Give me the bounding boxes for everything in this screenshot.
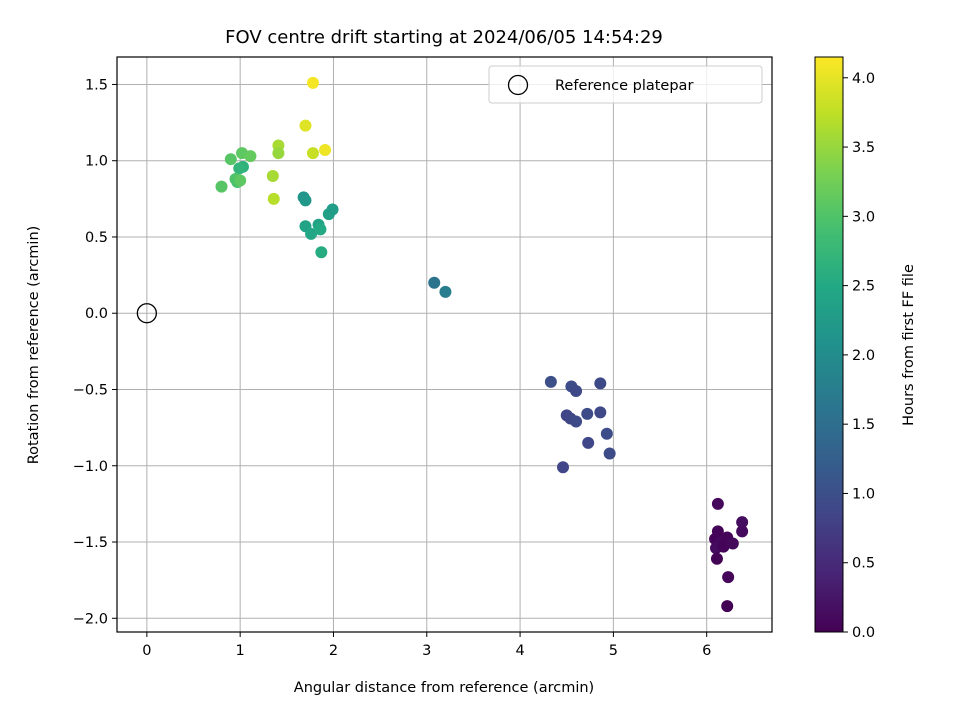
- data-point: [319, 144, 332, 157]
- data-point: [267, 192, 280, 205]
- data-point: [305, 227, 318, 240]
- data-point: [326, 203, 339, 216]
- data-points: [215, 76, 749, 613]
- data-point: [306, 76, 319, 89]
- data-point: [721, 600, 734, 613]
- x-tick-label: 2: [329, 643, 338, 659]
- x-tick-label: 6: [702, 643, 711, 659]
- reference-layer: [136, 303, 158, 324]
- data-point: [544, 375, 557, 388]
- data-point: [299, 194, 312, 207]
- x-tick-label: 0: [142, 643, 151, 659]
- data-point: [711, 525, 724, 538]
- y-tick-label: −1.5: [73, 535, 108, 551]
- colorbar-tick-label: 3.5: [852, 140, 875, 156]
- colorbar-gradient: [815, 57, 843, 632]
- data-point: [603, 447, 616, 460]
- y-axis-label: Rotation from reference (arcmin): [26, 226, 42, 465]
- colorbar-ticks: 0.0 0.5 1.0 1.5 2.0 2.5 3.0 3.5 4.0: [843, 71, 875, 641]
- x-tick-label: 5: [609, 643, 618, 659]
- data-point: [306, 147, 319, 160]
- data-point: [582, 436, 595, 449]
- colorbar-tick-label: 2.5: [852, 279, 875, 295]
- y-tick-label: −1.0: [73, 459, 108, 475]
- data-point: [736, 516, 749, 529]
- grid-lines: [117, 57, 772, 632]
- x-axis-ticks: 0 1 2 3 4 5 6: [142, 632, 711, 659]
- y-tick-label: −0.5: [73, 382, 108, 398]
- colorbar-tick-label: 0.5: [852, 556, 875, 572]
- data-point: [314, 223, 327, 236]
- y-tick-label: 1.0: [85, 154, 108, 170]
- colorbar-tick-label: 0.0: [852, 625, 875, 641]
- data-point: [224, 153, 237, 166]
- data-point: [428, 276, 441, 289]
- data-point: [439, 285, 452, 298]
- data-point: [299, 119, 312, 132]
- reference-platepar-marker: [136, 303, 158, 324]
- data-point: [600, 427, 613, 440]
- colorbar-frame: [814, 56, 844, 633]
- legend-label: Reference platepar: [555, 78, 693, 94]
- colorbar: 0.0 0.5 1.0 1.5 2.0 2.5 3.0 3.5 4.0 Hours from f…: [814, 56, 917, 641]
- data-point: [570, 415, 583, 428]
- y-tick-label: 0.5: [85, 230, 108, 246]
- data-point: [736, 525, 749, 538]
- x-tick-label: 1: [236, 643, 245, 659]
- data-point: [717, 540, 730, 553]
- data-point: [272, 147, 285, 160]
- colorbar-label: Hours from first FF file: [901, 264, 917, 426]
- data-point: [594, 377, 607, 390]
- data-point: [570, 385, 583, 398]
- y-axis-ticks: 1.5 1.0 0.5 0.0 −0.5 −1.0 −1.5 −2.0: [73, 77, 117, 627]
- colorbar-tick-label: 1.0: [852, 486, 875, 502]
- data-point: [726, 537, 739, 550]
- data-point: [215, 180, 228, 193]
- colorbar-tick-label: 4.0: [852, 71, 875, 87]
- colorbar-tick-label: 1.5: [852, 417, 875, 433]
- legend-reference-marker: [507, 74, 529, 96]
- x-axis-label: Angular distance from reference (arcmin): [294, 680, 594, 696]
- data-point: [594, 406, 607, 419]
- data-point: [722, 571, 735, 584]
- data-point: [244, 150, 257, 163]
- data-point: [711, 497, 724, 510]
- data-point: [581, 407, 594, 420]
- data-point: [315, 246, 328, 259]
- data-point: [234, 174, 247, 187]
- x-tick-label: 4: [515, 643, 524, 659]
- data-point: [556, 461, 569, 474]
- legend: Reference platepar: [488, 65, 763, 104]
- chart-title: FOV centre drift starting at 2024/06/05 …: [225, 27, 663, 48]
- data-point: [710, 552, 723, 565]
- legend-box: [488, 65, 763, 104]
- y-tick-label: 1.5: [85, 77, 108, 93]
- x-tick-label: 3: [422, 643, 431, 659]
- colorbar-tick-label: 2.0: [852, 348, 875, 364]
- data-point: [266, 169, 279, 182]
- plot-frame: [116, 56, 773, 633]
- y-tick-label: −2.0: [73, 611, 108, 627]
- data-point: [233, 162, 246, 175]
- colorbar-tick-label: 3.0: [852, 209, 875, 225]
- y-tick-label: 0.0: [85, 306, 108, 322]
